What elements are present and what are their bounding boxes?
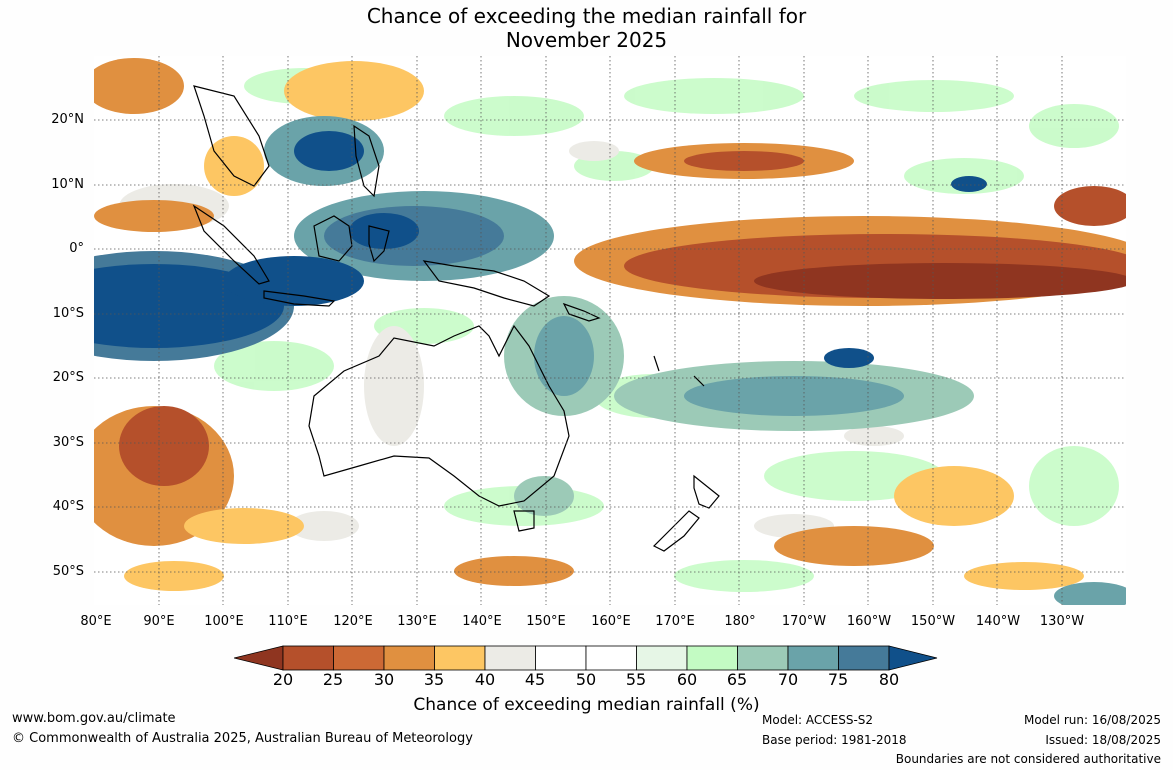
colorbar-swatch bbox=[787, 645, 839, 671]
java-coast bbox=[263, 290, 336, 307]
issued-text: Issued: 18/08/2025 bbox=[1045, 733, 1161, 747]
lon-label-150e: 150°E bbox=[526, 614, 566, 629]
colorbar-tick-80: 80 bbox=[878, 670, 900, 689]
lat-label-20s: 20°S bbox=[52, 370, 84, 385]
lat-label-40s: 40°S bbox=[52, 499, 84, 514]
colorbar-tick-25: 25 bbox=[322, 670, 344, 689]
lat-label-0: 0° bbox=[69, 241, 84, 256]
indochina-coast bbox=[193, 85, 270, 187]
colorbar-tick-40: 40 bbox=[474, 670, 496, 689]
lon-label-170w: 170°W bbox=[781, 614, 827, 629]
colorbar-swatch bbox=[636, 645, 688, 671]
colorbar-tick-50: 50 bbox=[575, 670, 597, 689]
lat-label-10n: 10°N bbox=[51, 177, 84, 192]
title-line-1: Chance of exceeding the median rainfall … bbox=[366, 4, 807, 28]
lat-label-50s: 50°S bbox=[52, 564, 84, 579]
colorbar-tick-55: 55 bbox=[625, 670, 647, 689]
colorbar-tick-45: 45 bbox=[524, 670, 546, 689]
lon-label-140w: 140°W bbox=[975, 614, 1021, 629]
title-line-2: November 2025 bbox=[505, 28, 668, 52]
disclaimer-text: Boundaries are not considered authoritat… bbox=[895, 752, 1161, 766]
lon-label-90e: 90°E bbox=[143, 614, 175, 629]
sulawesi-coast bbox=[368, 225, 390, 263]
lon-label-150w: 150°W bbox=[910, 614, 956, 629]
dry-zones bbox=[94, 58, 1126, 591]
colorbar-tick-30: 30 bbox=[373, 670, 395, 689]
tasmania-coast bbox=[513, 510, 535, 532]
lon-label-100e: 100°E bbox=[204, 614, 244, 629]
base-period-text: Base period: 1981-2018 bbox=[762, 733, 907, 747]
colorbar-swatch bbox=[484, 645, 536, 671]
colorbar-swatch bbox=[434, 645, 486, 671]
lon-label-170e: 170°E bbox=[655, 614, 695, 629]
coastlines bbox=[192, 85, 720, 552]
new-guinea-coast bbox=[422, 260, 551, 307]
colorbar-swatch bbox=[282, 645, 334, 671]
colorbar-swatch bbox=[333, 645, 385, 671]
map-canvas bbox=[94, 56, 1126, 605]
lon-label-160w: 160°W bbox=[846, 614, 892, 629]
colorbar-swatch bbox=[737, 645, 789, 671]
colorbar-swatch bbox=[383, 645, 435, 671]
lon-label-130e: 130°E bbox=[397, 614, 437, 629]
colorbar-tick-60: 60 bbox=[676, 670, 698, 689]
lat-label-10s: 10°S bbox=[52, 306, 84, 321]
philippines-coast bbox=[353, 124, 380, 198]
solomon-islands bbox=[562, 302, 601, 322]
map-title: Chance of exceeding the median rainfall … bbox=[0, 4, 1173, 52]
borneo-coast bbox=[313, 215, 353, 262]
website-text: www.bom.gov.au/climate bbox=[12, 711, 176, 726]
new-zealand-north bbox=[693, 474, 720, 509]
sumatra-coast bbox=[192, 204, 270, 285]
rainfall-map bbox=[94, 56, 1126, 605]
lon-label-180: 180° bbox=[724, 614, 756, 629]
model-text: Model: ACCESS-S2 bbox=[762, 713, 874, 727]
colorbar-tick-20: 20 bbox=[272, 670, 294, 689]
lon-label-110e: 110°E bbox=[268, 614, 308, 629]
lon-label-120e: 120°E bbox=[333, 614, 373, 629]
graticule bbox=[94, 56, 1126, 605]
australia-coast bbox=[308, 324, 570, 507]
colorbar-tick-70: 70 bbox=[777, 670, 799, 689]
colorbar-arrow-high bbox=[888, 645, 938, 671]
vanuatu-fiji bbox=[653, 355, 705, 387]
colorbar-swatches bbox=[233, 645, 938, 671]
colorbar-title: Chance of exceeding median rainfall (%) bbox=[413, 695, 760, 715]
wet-zones bbox=[94, 116, 1126, 605]
lon-label-140e: 140°E bbox=[462, 614, 502, 629]
colorbar-swatch bbox=[686, 645, 738, 671]
lat-label-30s: 30°S bbox=[52, 435, 84, 450]
colorbar-swatch bbox=[838, 645, 890, 671]
colorbar-swatch bbox=[535, 645, 587, 671]
lon-label-80e: 80°E bbox=[80, 614, 112, 629]
new-zealand-south bbox=[652, 510, 700, 552]
lat-label-20n: 20°N bbox=[51, 112, 84, 127]
colorbar-tick-65: 65 bbox=[726, 670, 748, 689]
colorbar-arrow-low bbox=[233, 645, 284, 671]
model-run-text: Model run: 16/08/2025 bbox=[1023, 713, 1161, 727]
colorbar bbox=[233, 645, 939, 675]
colorbar-swatch bbox=[585, 645, 637, 671]
lon-label-130w: 130°W bbox=[1039, 614, 1085, 629]
colorbar-tick-35: 35 bbox=[423, 670, 445, 689]
lon-label-160e: 160°E bbox=[591, 614, 631, 629]
copyright-text: © Commonwealth of Australia 2025, Austra… bbox=[12, 731, 473, 746]
colorbar-tick-75: 75 bbox=[827, 670, 849, 689]
